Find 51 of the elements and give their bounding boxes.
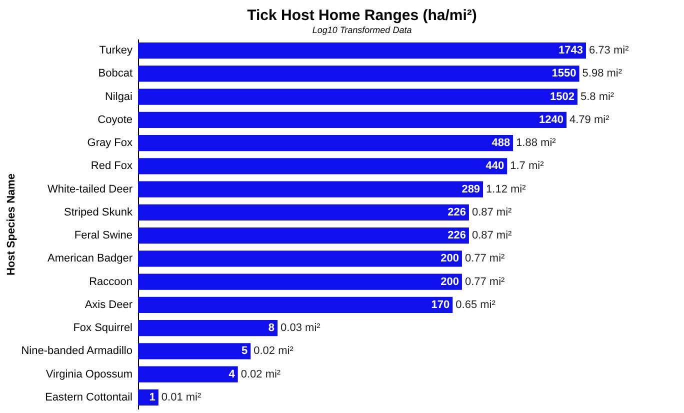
y-tick-label: Feral Swine bbox=[74, 230, 132, 242]
annotation: 0.02 mi² bbox=[240, 368, 281, 380]
y-tick-label: White-tailed Deer bbox=[48, 183, 133, 196]
y-tick-label: Axis Deer bbox=[84, 298, 133, 311]
annotation: 1.88 mi² bbox=[516, 137, 556, 150]
annotation: 0.87 mi² bbox=[472, 230, 512, 242]
data-label: 200 bbox=[440, 252, 459, 265]
y-tick-label: Eastern Cottontail bbox=[45, 391, 132, 404]
chart-subtitle: Log10 Transformed Data bbox=[312, 25, 412, 35]
y-tick-label: Raccoon bbox=[89, 276, 132, 288]
chart-title: Tick Host Home Ranges (ha/mi²) bbox=[247, 7, 477, 24]
data-label: 1743 bbox=[558, 44, 583, 57]
y-tick-label: Nine-banded Armadillo bbox=[21, 345, 132, 358]
data-label: 1502 bbox=[550, 90, 574, 103]
annotation: 0.02 mi² bbox=[254, 345, 294, 358]
data-label: 1240 bbox=[539, 114, 564, 126]
y-tick-label: Gray Fox bbox=[87, 137, 133, 150]
annotation: 0.03 mi² bbox=[280, 322, 321, 334]
annotation: 5.8 mi² bbox=[580, 90, 614, 103]
data-label: 289 bbox=[462, 183, 480, 196]
y-tick-label: American Badger bbox=[48, 252, 133, 265]
y-tick-label: Bobcat bbox=[98, 68, 132, 80]
data-label: 5 bbox=[242, 345, 248, 358]
data-label: 8 bbox=[268, 322, 275, 334]
annotation: 5.98 mi² bbox=[582, 68, 622, 80]
y-tick-label: Striped Skunk bbox=[64, 206, 133, 218]
annotation: 0.65 mi² bbox=[456, 298, 496, 311]
data-label: 4 bbox=[228, 368, 236, 380]
data-label: 200 bbox=[440, 276, 459, 288]
data-label: 226 bbox=[448, 206, 466, 218]
y-tick-label: Virginia Opossum bbox=[46, 368, 132, 380]
annotation: 0.77 mi² bbox=[464, 276, 506, 288]
annotation: 0.01 mi² bbox=[161, 391, 202, 404]
annotation: 1.7 mi² bbox=[510, 160, 544, 172]
data-label: 488 bbox=[492, 137, 510, 150]
annotation: 6.73 mi² bbox=[589, 44, 630, 57]
annotation: 0.87 mi² bbox=[472, 206, 512, 218]
annotation: 0.77 mi² bbox=[464, 252, 506, 265]
data-label: 440 bbox=[486, 160, 504, 172]
y-tick-label: Fox Squirrel bbox=[73, 322, 132, 334]
y-tick-label: Turkey bbox=[99, 44, 133, 57]
y-tick-label: Nilgai bbox=[104, 90, 132, 103]
annotation: 4.79 mi² bbox=[569, 114, 610, 126]
y-tick-label: Coyote bbox=[98, 114, 132, 126]
data-label: 1 bbox=[149, 391, 156, 404]
data-label: 170 bbox=[431, 298, 450, 311]
y-tick-label: Red Fox bbox=[90, 160, 133, 172]
annotation: 1.12 mi² bbox=[486, 183, 526, 196]
data-label: 226 bbox=[448, 230, 466, 242]
y-axis-title: Host Species Name bbox=[6, 173, 18, 276]
data-label: 1550 bbox=[552, 68, 576, 80]
